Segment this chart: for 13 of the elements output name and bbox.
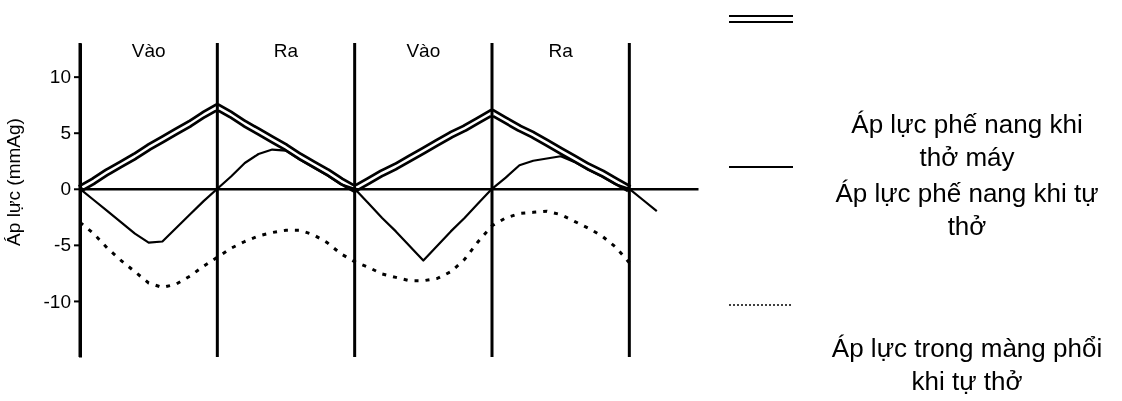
y-axis-title: Áp lực (mmAg): [3, 118, 24, 246]
annotation: Ra: [273, 40, 299, 61]
annotation: Ra: [548, 40, 574, 61]
text: Áp lực trong màng phổi khi tự thở: [831, 333, 1103, 396]
y-tick-label: 5: [60, 122, 71, 144]
annotation: Vào: [406, 40, 441, 61]
y-tick-label: -5: [54, 234, 71, 256]
annotation: Vào: [131, 40, 166, 61]
y-tick-label: 0: [60, 178, 71, 200]
text: Áp lực phế nang khi tự thở: [835, 178, 1099, 241]
text: Áp lực phế nang khi thở máy: [851, 109, 1083, 172]
y-tick-label: 10: [49, 66, 71, 88]
y-tick-label: -10: [43, 290, 71, 312]
